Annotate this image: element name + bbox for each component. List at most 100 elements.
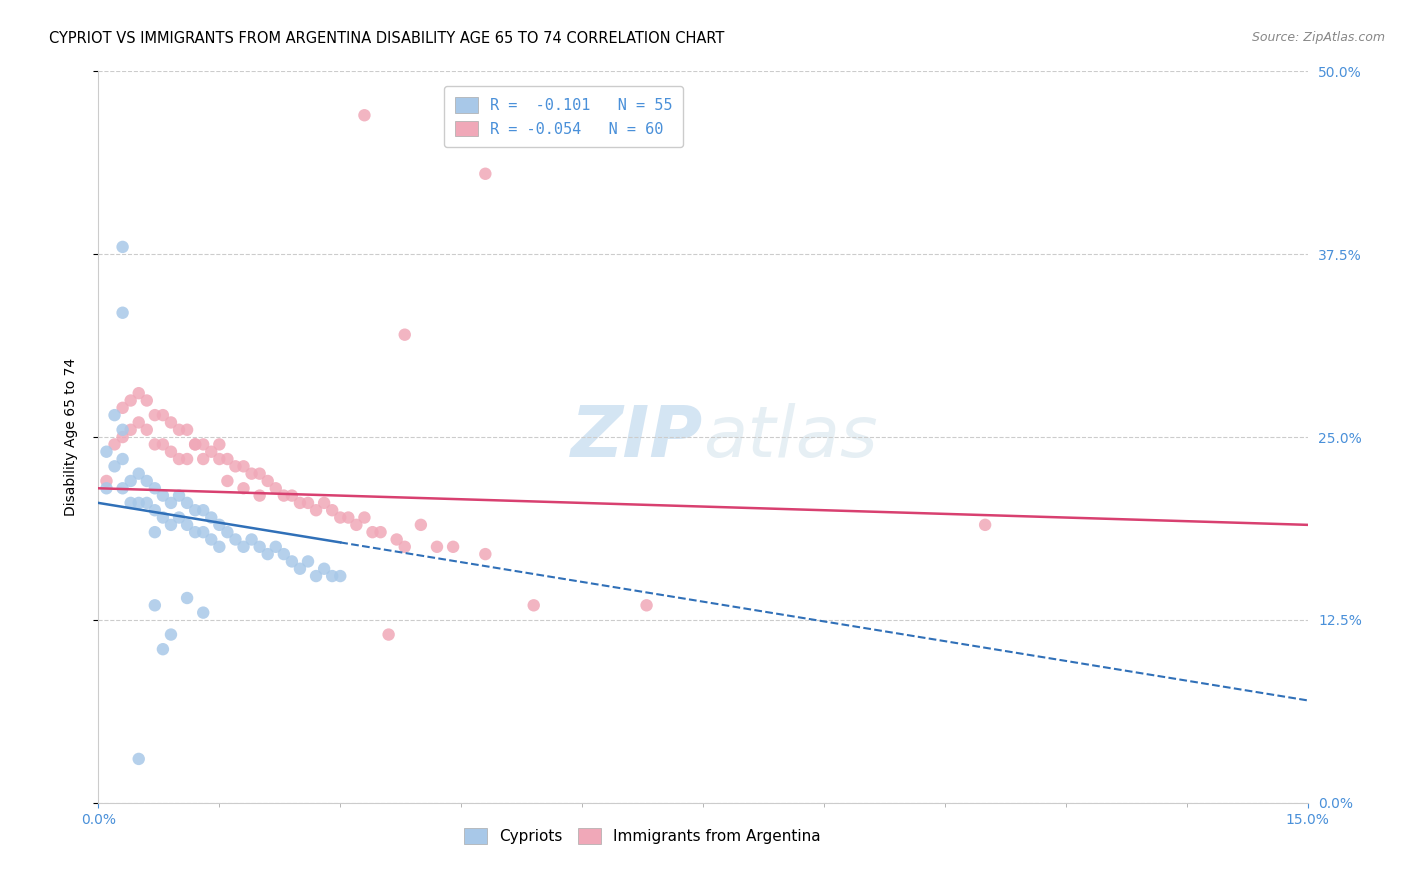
- Point: [167, 452, 190, 467]
- Point: [135, 474, 157, 488]
- Point: [167, 510, 190, 524]
- Point: [321, 503, 343, 517]
- Legend: Cypriots, Immigrants from Argentina: Cypriots, Immigrants from Argentina: [458, 822, 827, 850]
- Point: [264, 481, 287, 495]
- Point: [176, 452, 198, 467]
- Point: [208, 517, 231, 532]
- Point: [264, 540, 287, 554]
- Point: [281, 489, 304, 503]
- Point: [217, 525, 239, 540]
- Point: [135, 393, 157, 408]
- Point: [152, 437, 174, 451]
- Point: [128, 386, 150, 401]
- Text: atlas: atlas: [703, 402, 877, 472]
- Text: Source: ZipAtlas.com: Source: ZipAtlas.com: [1251, 31, 1385, 45]
- Point: [143, 503, 166, 517]
- Point: [200, 533, 222, 547]
- Point: [96, 444, 118, 458]
- Point: [636, 599, 658, 613]
- Point: [135, 423, 157, 437]
- Point: [208, 437, 231, 451]
- Point: [103, 459, 125, 474]
- Point: [111, 423, 134, 437]
- Point: [305, 569, 328, 583]
- Point: [200, 444, 222, 458]
- Y-axis label: Disability Age 65 to 74: Disability Age 65 to 74: [63, 358, 77, 516]
- Point: [224, 533, 246, 547]
- Point: [135, 496, 157, 510]
- Point: [240, 533, 263, 547]
- Point: [474, 547, 496, 561]
- Point: [288, 562, 311, 576]
- Point: [426, 540, 449, 554]
- Point: [217, 474, 239, 488]
- Point: [474, 167, 496, 181]
- Point: [128, 752, 150, 766]
- Point: [249, 489, 271, 503]
- Point: [128, 496, 150, 510]
- Point: [184, 503, 207, 517]
- Point: [128, 416, 150, 430]
- Point: [152, 489, 174, 503]
- Point: [273, 489, 295, 503]
- Point: [111, 306, 134, 320]
- Point: [176, 591, 198, 605]
- Point: [321, 569, 343, 583]
- Point: [232, 481, 254, 495]
- Point: [329, 510, 352, 524]
- Point: [96, 481, 118, 495]
- Point: [160, 444, 183, 458]
- Point: [111, 430, 134, 444]
- Point: [353, 510, 375, 524]
- Point: [184, 437, 207, 451]
- Point: [409, 517, 432, 532]
- Point: [184, 525, 207, 540]
- Point: [160, 627, 183, 641]
- Point: [297, 554, 319, 568]
- Point: [224, 459, 246, 474]
- Point: [176, 423, 198, 437]
- Point: [208, 540, 231, 554]
- Point: [370, 525, 392, 540]
- Point: [232, 540, 254, 554]
- Point: [361, 525, 384, 540]
- Point: [193, 606, 215, 620]
- Text: ZIP: ZIP: [571, 402, 703, 472]
- Point: [208, 452, 231, 467]
- Point: [193, 503, 215, 517]
- Point: [353, 108, 375, 122]
- Point: [143, 599, 166, 613]
- Point: [160, 496, 183, 510]
- Point: [240, 467, 263, 481]
- Point: [337, 510, 360, 524]
- Text: CYPRIOT VS IMMIGRANTS FROM ARGENTINA DISABILITY AGE 65 TO 74 CORRELATION CHART: CYPRIOT VS IMMIGRANTS FROM ARGENTINA DIS…: [49, 31, 724, 46]
- Point: [160, 517, 183, 532]
- Point: [103, 408, 125, 422]
- Point: [314, 562, 336, 576]
- Point: [288, 496, 311, 510]
- Point: [111, 452, 134, 467]
- Point: [120, 496, 142, 510]
- Point: [152, 642, 174, 657]
- Point: [394, 540, 416, 554]
- Point: [305, 503, 328, 517]
- Point: [297, 496, 319, 510]
- Point: [394, 327, 416, 342]
- Point: [256, 547, 278, 561]
- Point: [152, 408, 174, 422]
- Point: [217, 452, 239, 467]
- Point: [193, 525, 215, 540]
- Point: [143, 525, 166, 540]
- Point: [167, 423, 190, 437]
- Point: [256, 474, 278, 488]
- Point: [377, 627, 399, 641]
- Point: [176, 517, 198, 532]
- Point: [193, 437, 215, 451]
- Point: [152, 510, 174, 524]
- Point: [232, 459, 254, 474]
- Point: [103, 437, 125, 451]
- Point: [167, 489, 190, 503]
- Point: [111, 481, 134, 495]
- Point: [249, 467, 271, 481]
- Point: [160, 416, 183, 430]
